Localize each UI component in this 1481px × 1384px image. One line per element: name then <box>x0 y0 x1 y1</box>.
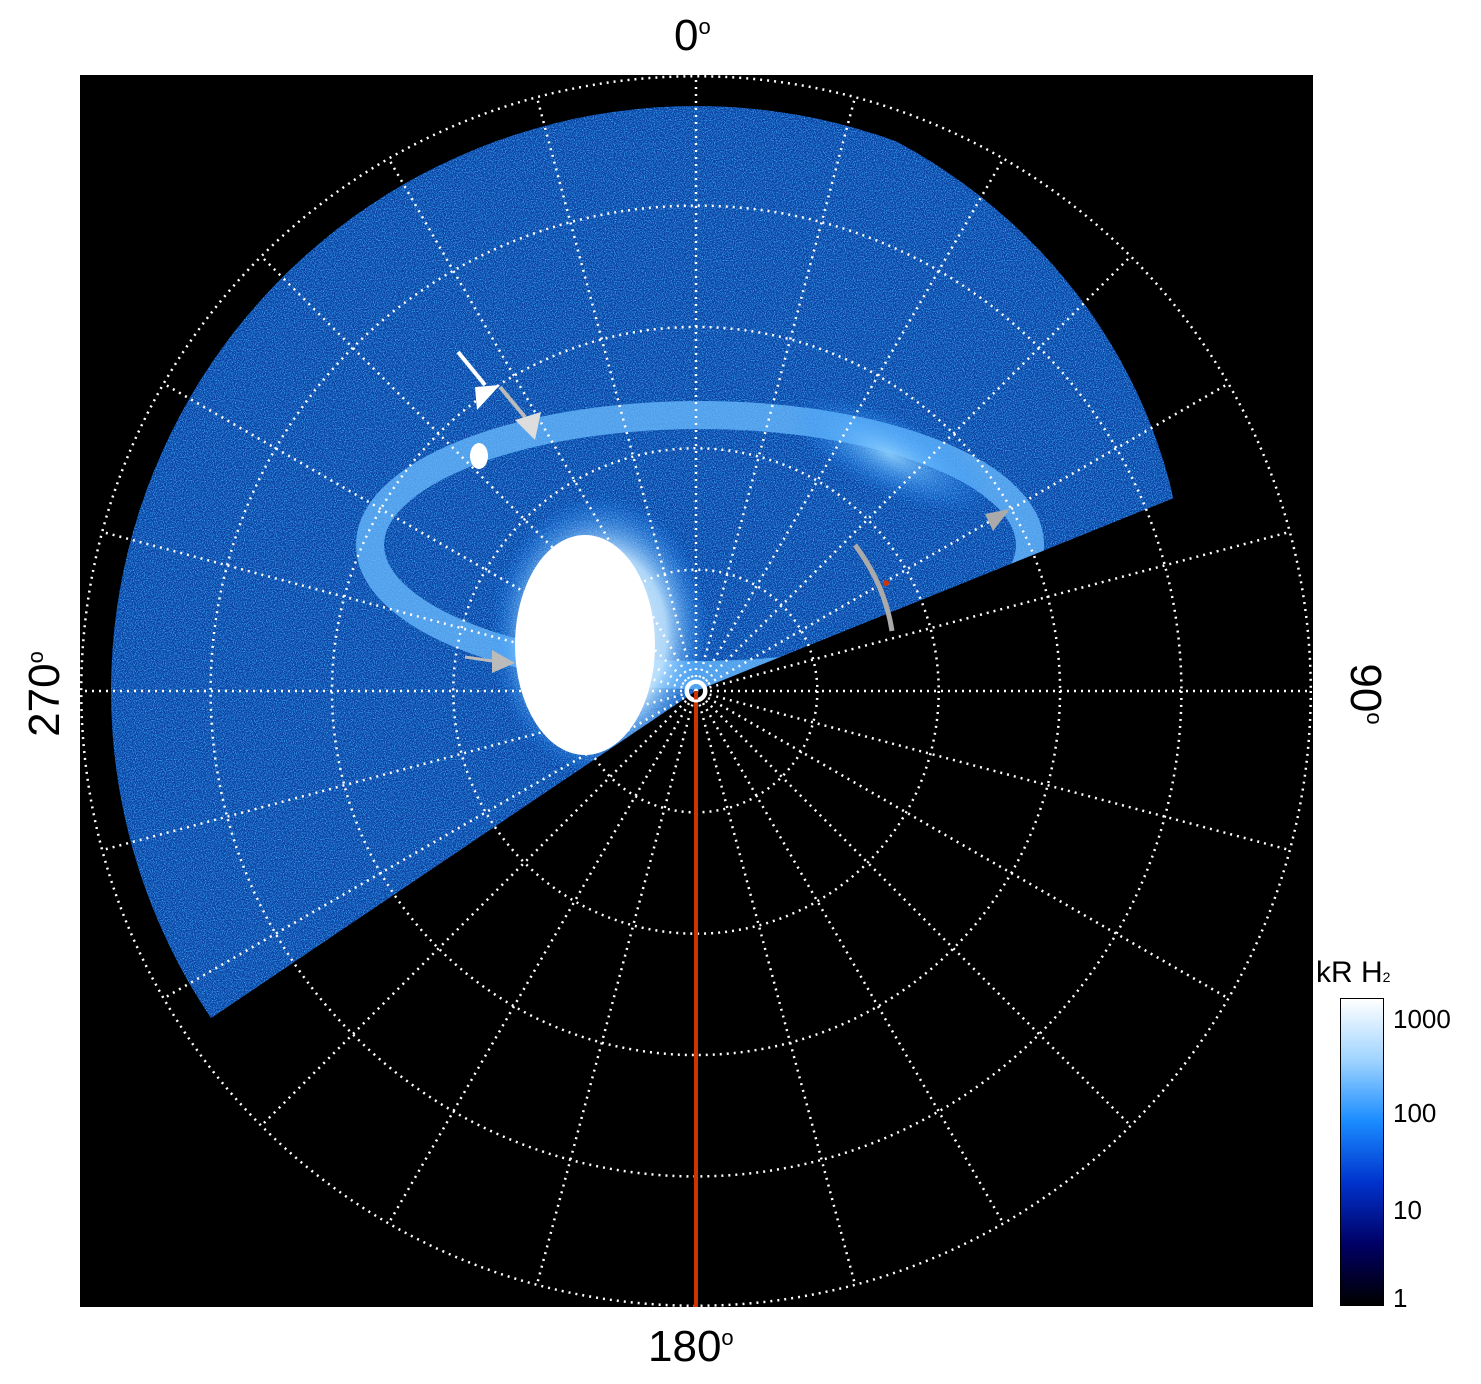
grid-meridian <box>695 254 1133 692</box>
grid-circle <box>209 204 1183 1178</box>
grid-meridian <box>100 689 697 852</box>
grid-meridian <box>694 690 857 1287</box>
grid-meridian <box>695 689 1292 852</box>
arrow-white <box>456 350 500 410</box>
colorbar <box>1340 998 1384 1306</box>
grid-meridian <box>259 690 697 1128</box>
axis-label-270deg: 270o <box>20 651 69 737</box>
grid-meridian <box>535 690 698 1287</box>
grid-meridian <box>695 530 1292 693</box>
colorbar-tick: 100 <box>1393 1098 1437 1128</box>
grid-meridian <box>386 156 698 692</box>
colorbar-title: kR H2 <box>1316 956 1391 989</box>
footprint-arc <box>852 543 895 632</box>
polar-image <box>80 75 1313 1307</box>
grid-meridian <box>694 95 857 692</box>
axis-label-90deg: 90o <box>1341 663 1390 725</box>
grid-meridian <box>386 690 698 1226</box>
bright-spot <box>470 443 488 469</box>
grid-meridian <box>695 689 1231 1001</box>
grid-meridian <box>695 690 1133 1128</box>
polar-grid <box>80 75 1312 1307</box>
colorbar-tick: 1 <box>1393 1283 1408 1313</box>
grid-meridian <box>535 95 698 692</box>
arrow-grey-2 <box>464 650 515 673</box>
colorbar-tick: 10 <box>1393 1195 1422 1225</box>
arrow-grey-1 <box>498 385 541 440</box>
grid-meridian <box>259 254 697 692</box>
grid-meridian <box>694 690 1006 1226</box>
arrow-grey-3 <box>985 509 1010 531</box>
grid-meridian <box>161 381 697 693</box>
grid-meridian <box>161 689 697 1001</box>
grid-circle <box>452 447 940 935</box>
dawn-arc-glow <box>788 396 992 514</box>
grid-meridian <box>695 381 1231 693</box>
grid-meridian <box>100 530 697 693</box>
axis-label-180deg: 180o <box>648 1322 734 1371</box>
footprint-dot <box>883 580 889 586</box>
pole-marker <box>684 679 708 703</box>
grid-circle <box>80 75 1312 1307</box>
colorbar-tick: 1000 <box>1393 1004 1451 1034</box>
grid-meridian <box>694 156 1006 692</box>
axis-label-0deg: 0o <box>674 11 711 60</box>
